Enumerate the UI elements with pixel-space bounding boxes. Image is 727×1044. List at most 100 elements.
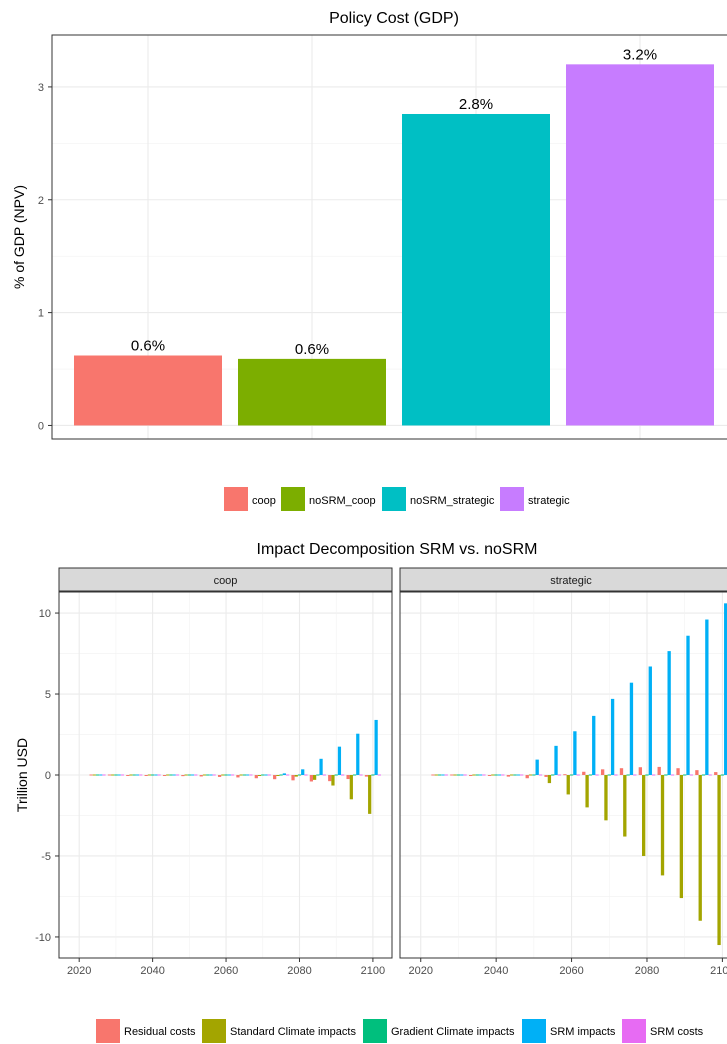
bar-srm-costs-2065 <box>249 774 253 776</box>
legend-swatch-gradient-climate-impacts <box>363 1019 387 1043</box>
y-tick-label: 0 <box>45 770 51 782</box>
bar-srm-impacts-2040 <box>154 774 158 776</box>
data-label-strategic: 3.2% <box>623 46 657 63</box>
legend-swatch-srm-impacts <box>522 1019 546 1043</box>
x-tick-label: 2100 <box>710 965 727 977</box>
x-tick-label: 2060 <box>214 965 238 977</box>
bar-residual-costs-2080 <box>638 767 643 775</box>
x-tick-label: 2080 <box>287 965 311 977</box>
bar-residual-costs-2095 <box>346 775 350 780</box>
bar-gradient-climate-impacts-2035 <box>132 774 136 776</box>
legend-swatch-noSRM_strategic <box>382 487 406 511</box>
panel-border <box>399 591 727 959</box>
bar-srm-impacts-2055 <box>554 745 558 775</box>
bar-srm-costs-2095 <box>359 774 363 776</box>
bar-gradient-climate-impacts-2025 <box>437 774 442 776</box>
bar-residual-costs-2045 <box>162 775 167 776</box>
bar-standard-climate-impacts-2040 <box>147 774 152 776</box>
legend-label: SRM impacts <box>550 1026 616 1038</box>
bar-srm-impacts-2100 <box>724 603 727 775</box>
bar-srm-costs-2045 <box>175 774 180 776</box>
chart-2-legend: Residual costs Standard Climate impacts Gr… <box>96 1019 704 1043</box>
bar-srm-costs-2050 <box>538 774 543 776</box>
bar-standard-climate-impacts-2075 <box>276 775 280 776</box>
bar-standard-climate-impacts-2080 <box>294 775 298 777</box>
bar-srm-costs-2050 <box>194 774 198 776</box>
bar-residual-costs-2090 <box>676 768 680 775</box>
bar-residual-costs-2040 <box>487 775 492 776</box>
bar-srm-costs-2090 <box>689 774 693 776</box>
bar-standard-climate-impacts-2050 <box>184 774 188 776</box>
bar-gradient-climate-impacts-2095 <box>352 774 357 776</box>
bar-residual-costs-2060 <box>217 775 222 777</box>
legend-label: Standard Climate impacts <box>230 1026 356 1038</box>
bar-srm-impacts-2090 <box>337 746 342 775</box>
bar-gradient-climate-impacts-2090 <box>683 774 687 776</box>
bar-gradient-climate-impacts-2095 <box>701 774 706 776</box>
legend-label-strategic: strategic <box>528 495 570 507</box>
bar-srm-impacts-2065 <box>246 774 250 776</box>
y-tick-label: 3 <box>38 82 44 94</box>
bar-noSRM_strategic <box>402 113 550 426</box>
bar-gradient-climate-impacts-2100 <box>720 774 725 776</box>
bar-gradient-climate-impacts-2025 <box>95 774 100 776</box>
bar-srm-costs-2080 <box>304 774 308 776</box>
chart-2-title: Impact Decomposition SRM vs. noSRM <box>257 541 538 558</box>
bar-residual-costs-2035 <box>126 775 130 776</box>
bar-srm-impacts-2030 <box>117 774 121 776</box>
bar-srm-impacts-2060 <box>227 774 231 776</box>
bar-srm-impacts-2050 <box>535 759 539 775</box>
bar-standard-climate-impacts-2080 <box>642 775 646 856</box>
bar-residual-costs-2055 <box>544 775 548 777</box>
bar-srm-costs-2025 <box>102 774 106 776</box>
data-label-noSRM_strategic: 2.8% <box>459 96 493 113</box>
facet-strip-strategic <box>399 567 727 592</box>
bar-residual-costs-2075 <box>619 768 624 775</box>
bar-srm-costs-2040 <box>157 774 161 776</box>
y-tick-label: 5 <box>45 689 51 701</box>
bar-standard-climate-impacts-2075 <box>623 775 627 837</box>
chart-2-y-axis-ticks: -10 -5 0 5 10 <box>35 608 59 944</box>
bar-gradient-climate-impacts-2080 <box>645 774 649 776</box>
bar-noSRM_coop <box>238 358 386 426</box>
bar-standard-climate-impacts-2070 <box>257 775 262 776</box>
bar-gradient-climate-impacts-2075 <box>279 774 283 776</box>
bar-srm-impacts-2050 <box>190 774 195 776</box>
y-tick-label: -5 <box>41 851 51 863</box>
bar-srm-impacts-2090 <box>686 635 690 775</box>
bar-standard-climate-impacts-2025 <box>434 774 438 776</box>
bar-srm-impacts-2085 <box>319 758 323 775</box>
bar-srm-impacts-2040 <box>497 774 502 776</box>
bar-srm-impacts-2035 <box>478 774 483 776</box>
legend-swatch-standard-climate-impacts <box>202 1019 226 1043</box>
bar-srm-impacts-2085 <box>667 651 671 775</box>
data-label-noSRM_coop: 0.6% <box>295 341 329 358</box>
bar-srm-costs-2100 <box>377 774 381 776</box>
bar-srm-costs-2035 <box>139 774 143 776</box>
bar-residual-costs-2085 <box>657 766 661 775</box>
x-tick-label: 2100 <box>361 965 385 977</box>
chart-1-data-labels: 0.6% 0.6% 2.8% 3.2% <box>131 46 657 358</box>
bar-residual-costs-2050 <box>181 775 185 777</box>
bar-gradient-climate-impacts-2090 <box>334 774 338 776</box>
bar-gradient-climate-impacts-2065 <box>588 774 593 776</box>
legend-swatch-residual-costs <box>96 1019 120 1043</box>
bar-gradient-climate-impacts-2050 <box>187 774 191 776</box>
bar-standard-climate-impacts-2035 <box>472 774 476 776</box>
bar-standard-climate-impacts-2040 <box>491 774 495 776</box>
bar-standard-climate-impacts-2030 <box>111 774 115 776</box>
bar-gradient-climate-impacts-2060 <box>224 774 228 776</box>
bar-gradient-climate-impacts-2030 <box>456 774 461 776</box>
bar-srm-costs-2055 <box>212 774 216 776</box>
bar-gradient-climate-impacts-2080 <box>297 774 302 776</box>
facet-strip-coop <box>58 567 393 592</box>
bar-srm-costs-2085 <box>322 774 326 776</box>
legend-swatch-srm-costs <box>622 1019 646 1043</box>
bar-residual-costs-2025 <box>89 774 93 776</box>
bar-srm-impacts-2095 <box>356 733 360 775</box>
bar-standard-climate-impacts-2090 <box>679 775 684 899</box>
bar-srm-costs-2080 <box>651 774 656 776</box>
bar-standard-climate-impacts-2065 <box>585 775 589 808</box>
bar-srm-costs-2060 <box>230 774 235 776</box>
bar-gradient-climate-impacts-2030 <box>114 774 118 776</box>
